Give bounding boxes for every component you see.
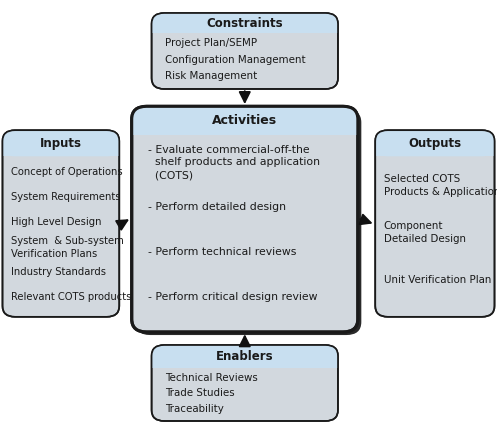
Bar	[2, 143, 119, 156]
FancyBboxPatch shape	[2, 130, 119, 156]
Text: Relevant COTS products: Relevant COTS products	[10, 292, 131, 302]
Text: Outputs: Outputs	[409, 137, 461, 150]
Bar	[375, 143, 495, 156]
Text: System  & Sub-system
Verification Plans: System & Sub-system Verification Plans	[10, 236, 123, 259]
Text: Selected COTS
Products & Applications: Selected COTS Products & Applications	[384, 174, 497, 197]
FancyBboxPatch shape	[152, 13, 338, 33]
Text: Enablers: Enablers	[216, 350, 273, 363]
Text: Risk Management: Risk Management	[165, 71, 257, 81]
FancyBboxPatch shape	[375, 130, 495, 156]
Text: Industry Standards: Industry Standards	[10, 267, 106, 277]
Text: Project Plan/SEMP: Project Plan/SEMP	[165, 38, 257, 48]
Text: Technical Reviews: Technical Reviews	[165, 372, 257, 382]
Text: - Perform detailed design: - Perform detailed design	[148, 202, 286, 212]
FancyBboxPatch shape	[132, 106, 358, 332]
Text: - Perform critical design review: - Perform critical design review	[148, 292, 317, 302]
FancyBboxPatch shape	[132, 106, 358, 135]
Text: - Evaluate commercial-off-the
  shelf products and application
  (COTS): - Evaluate commercial-off-the shelf prod…	[148, 145, 320, 180]
Text: Constraints: Constraints	[206, 17, 283, 30]
FancyBboxPatch shape	[152, 13, 338, 89]
Text: Unit Verification Plan: Unit Verification Plan	[384, 275, 491, 285]
Bar	[152, 23, 338, 33]
Bar	[152, 356, 338, 368]
Text: Concept of Operations: Concept of Operations	[10, 167, 122, 177]
FancyBboxPatch shape	[375, 130, 495, 317]
Text: Configuration Management: Configuration Management	[165, 55, 305, 65]
Text: Traceability: Traceability	[165, 404, 224, 414]
FancyBboxPatch shape	[135, 109, 361, 335]
FancyBboxPatch shape	[152, 345, 338, 421]
Text: Activities: Activities	[212, 115, 277, 128]
Text: Trade Studies: Trade Studies	[165, 388, 234, 398]
FancyBboxPatch shape	[152, 345, 338, 368]
Bar	[132, 121, 358, 135]
Text: Inputs: Inputs	[40, 137, 82, 150]
Text: System Requirements: System Requirements	[10, 192, 120, 202]
Text: High Level Design: High Level Design	[10, 217, 101, 227]
Text: Component
Detailed Design: Component Detailed Design	[384, 221, 466, 244]
Text: - Perform technical reviews: - Perform technical reviews	[148, 247, 296, 257]
FancyBboxPatch shape	[2, 130, 119, 317]
